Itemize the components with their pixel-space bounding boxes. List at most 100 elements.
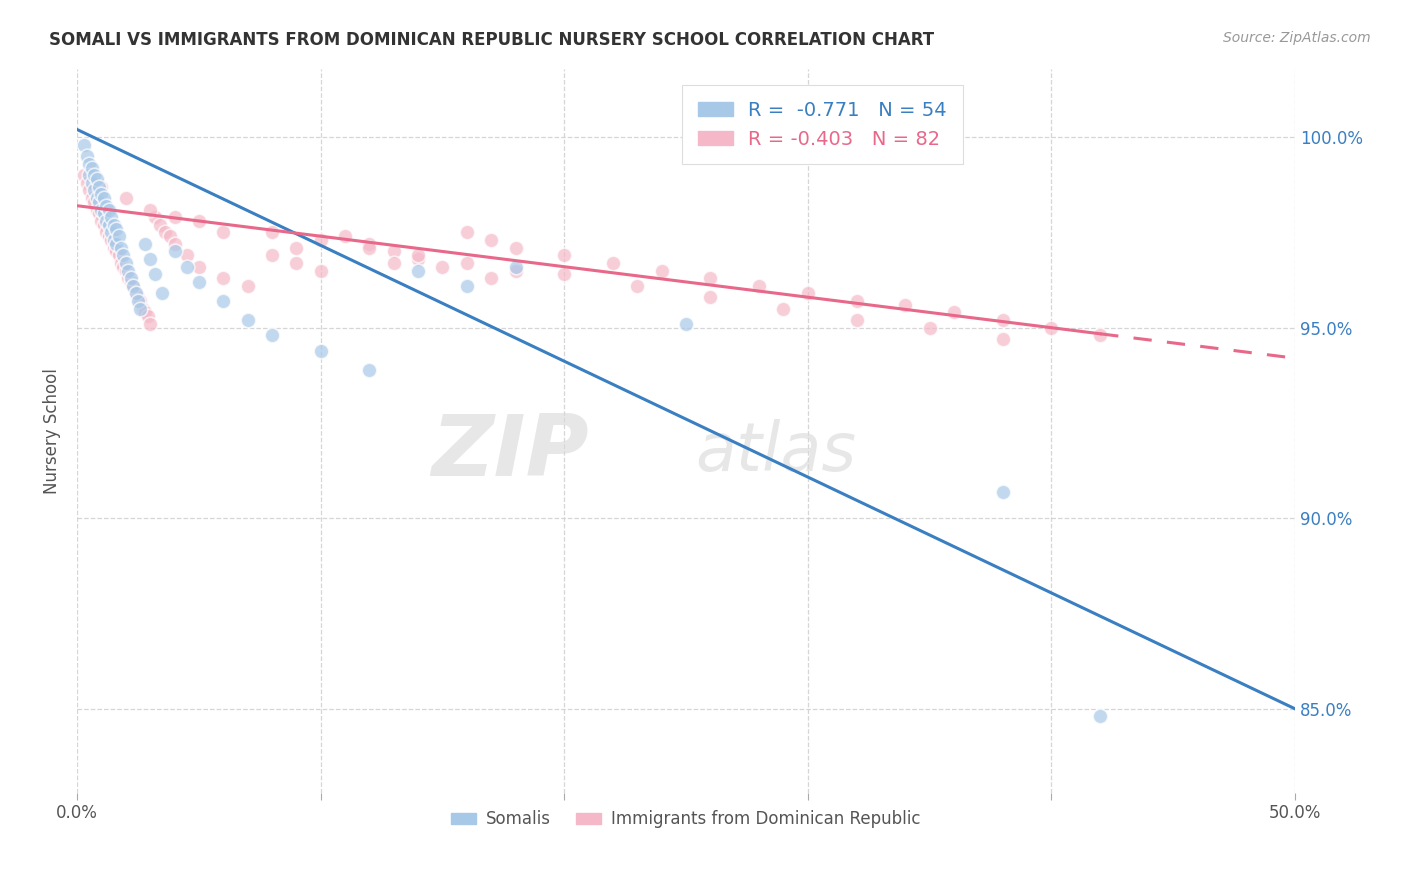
Point (382, 256, 405, 270)
Point (456, 226, 478, 240)
Point (382, 244, 405, 259)
Text: atlas: atlas (696, 419, 856, 485)
Point (76, 176, 98, 190)
Point (107, 229, 129, 244)
Point (76, 149, 98, 163)
Point (675, 317, 697, 331)
Point (100, 233, 122, 247)
Point (114, 263, 136, 277)
Point (110, 256, 132, 270)
Point (136, 310, 159, 324)
Point (103, 233, 125, 247)
Point (797, 286, 820, 301)
Point (176, 248, 198, 262)
Point (406, 263, 429, 277)
Point (105, 244, 128, 259)
Point (96, 214, 118, 228)
Point (87, 179, 110, 194)
Point (1040, 320, 1063, 334)
Legend: Somalis, Immigrants from Dominican Republic: Somalis, Immigrants from Dominican Repub… (444, 804, 928, 835)
Point (187, 275, 209, 289)
Point (83, 168, 105, 182)
Point (553, 268, 575, 282)
Point (77, 157, 100, 171)
Y-axis label: Nursery School: Nursery School (44, 368, 60, 493)
Point (86, 191, 108, 205)
Point (406, 248, 429, 262)
Point (505, 241, 527, 255)
Point (406, 252, 429, 266)
Point (134, 305, 156, 319)
Point (129, 293, 152, 308)
Point (187, 260, 209, 274)
Point (153, 226, 176, 240)
Point (163, 210, 186, 224)
Point (309, 233, 332, 247)
Point (432, 260, 454, 274)
Point (86, 202, 108, 217)
Point (260, 248, 283, 262)
Point (359, 236, 381, 251)
Point (479, 271, 502, 285)
Point (122, 278, 145, 293)
Point (97, 229, 120, 244)
Point (139, 317, 162, 331)
Point (505, 263, 527, 277)
Point (112, 260, 135, 274)
Point (77, 184, 100, 198)
Point (553, 248, 575, 262)
Text: Source: ZipAtlas.com: Source: ZipAtlas.com (1223, 31, 1371, 45)
Point (150, 286, 173, 301)
Point (127, 293, 149, 308)
Point (132, 301, 155, 316)
Point (96, 199, 118, 213)
Point (236, 278, 259, 293)
Point (87, 206, 110, 220)
Point (163, 236, 186, 251)
Point (699, 290, 721, 304)
Point (285, 256, 308, 270)
Point (456, 278, 478, 293)
Point (117, 263, 139, 277)
Point (260, 226, 283, 240)
Point (505, 260, 527, 274)
Point (80, 161, 103, 175)
Point (80, 191, 103, 205)
Point (103, 218, 125, 232)
Text: SOMALI VS IMMIGRANTS FROM DOMINICAN REPUBLIC NURSERY SCHOOL CORRELATION CHART: SOMALI VS IMMIGRANTS FROM DOMINICAN REPU… (49, 31, 935, 49)
Point (90, 179, 112, 194)
Point (124, 286, 146, 301)
Point (97, 202, 120, 217)
Point (96, 226, 118, 240)
Point (90, 214, 112, 228)
Point (100, 210, 122, 224)
Point (100, 226, 122, 240)
Point (845, 313, 868, 327)
Point (105, 221, 128, 235)
Point (159, 229, 181, 244)
Point (845, 293, 868, 308)
Point (77, 168, 100, 182)
Point (479, 233, 502, 247)
Point (107, 248, 129, 262)
Point (139, 252, 162, 266)
Point (456, 256, 478, 270)
Point (309, 343, 332, 358)
Point (212, 293, 235, 308)
Point (93, 191, 115, 205)
Point (114, 191, 136, 205)
Point (105, 236, 128, 251)
Point (285, 241, 308, 255)
Point (73, 137, 96, 152)
Point (748, 278, 770, 293)
Point (134, 236, 156, 251)
Point (97, 218, 120, 232)
Point (359, 241, 381, 255)
Point (176, 260, 198, 274)
Point (93, 218, 115, 232)
Point (110, 241, 132, 255)
Point (772, 301, 794, 316)
Point (90, 187, 112, 202)
Point (212, 226, 235, 240)
Point (143, 268, 166, 282)
